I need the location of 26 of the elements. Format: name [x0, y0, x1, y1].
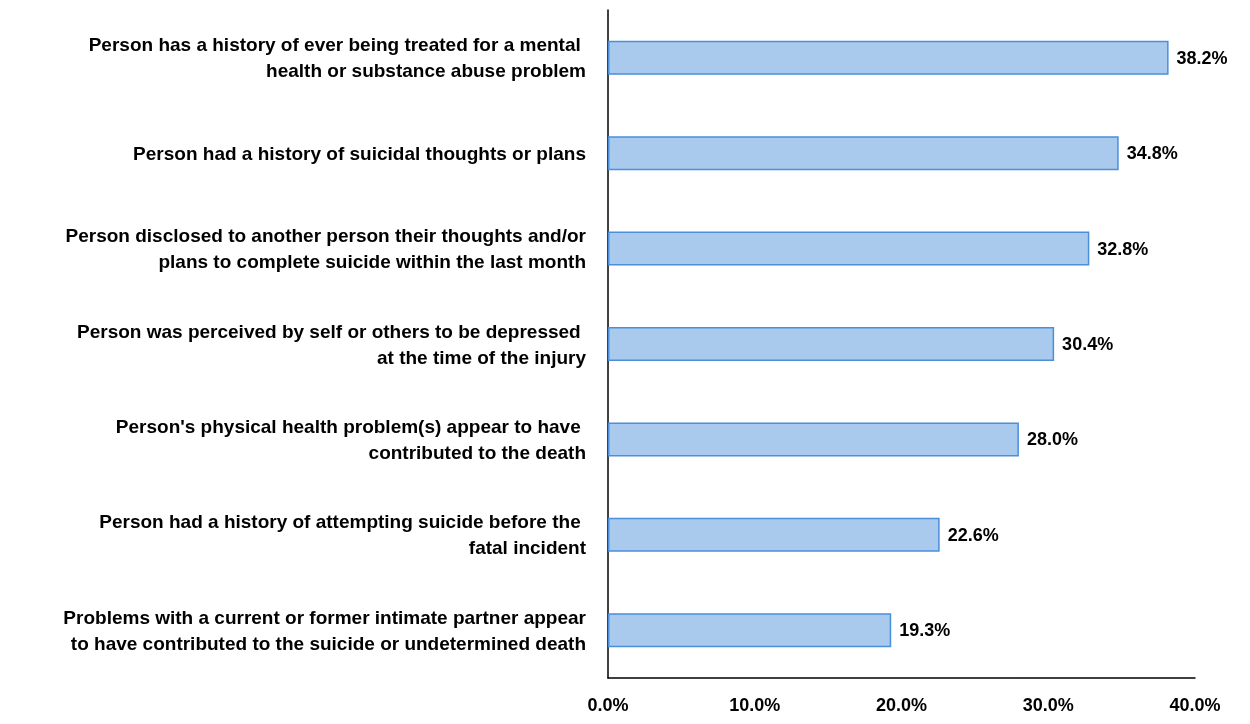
y-tick-label: Person had a history of attempting suicide before the fatal incident	[99, 511, 587, 559]
bar	[608, 40, 1169, 75]
y-tick-label: Person had a history of suicidal thoughts or plans	[133, 142, 586, 164]
bar	[608, 136, 1119, 171]
x-tick-label: 10.0%	[729, 695, 781, 715]
y-tick-label: Problems with a current or former intimate partner appear to have contributed to the suicide or undetermined death	[63, 606, 587, 654]
y-tick-label: Person was perceived by self or others to be depressed at the time of the injury	[77, 320, 587, 368]
x-tick-label: 20.0%	[875, 695, 928, 715]
bar	[608, 231, 1090, 266]
data-label: 28.0%	[1026, 429, 1078, 450]
data-label: 19.3%	[899, 620, 951, 641]
y-tick-label: Person's physical health problem(s) appear to have contributed to the death	[115, 415, 586, 463]
data-label: 34.8%	[1126, 143, 1178, 164]
y-tick-label: Person disclosed to another person their thoughts and/or plans to complete suicide within the last month	[65, 225, 587, 273]
data-label: 22.6%	[947, 524, 999, 545]
bar	[608, 422, 1019, 457]
data-label: 30.4%	[1062, 334, 1114, 354]
x-tick-label: 40.0%	[1169, 695, 1221, 715]
bar	[608, 517, 940, 552]
x-tick-label: 30.0%	[1022, 695, 1074, 715]
data-label: 32.8%	[1097, 238, 1149, 259]
data-label: 38.2%	[1176, 47, 1228, 68]
bar	[608, 613, 892, 648]
y-tick-label: Person has a history of ever being treated for a mental health or substance abuse problem	[88, 34, 586, 82]
x-tick-label: 0.0%	[587, 695, 629, 715]
bar	[608, 327, 1055, 361]
